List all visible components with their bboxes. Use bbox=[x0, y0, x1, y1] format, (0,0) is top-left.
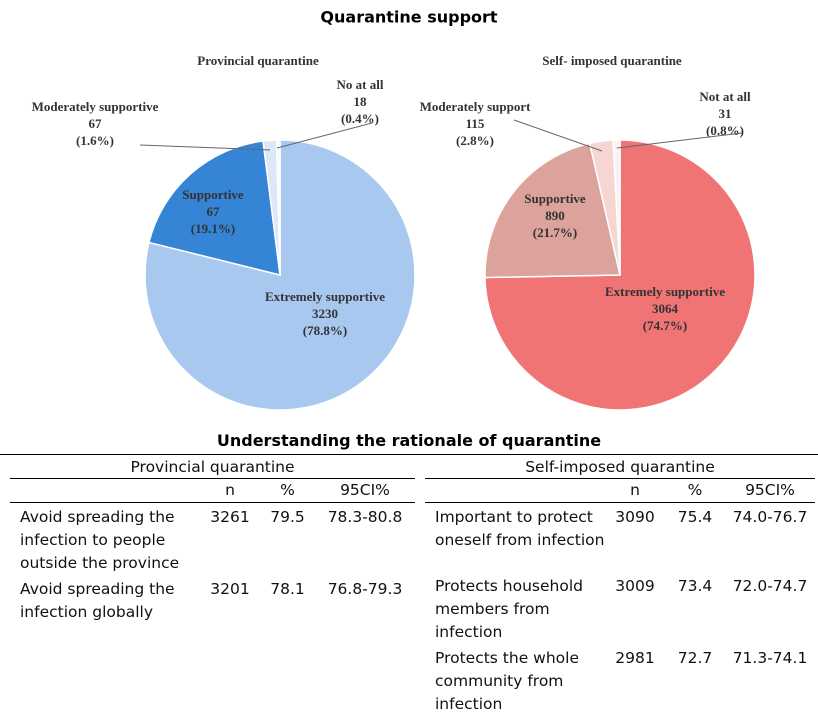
table-row: Protects household members from infectio… bbox=[425, 572, 815, 644]
row-label: Avoid spreading the infection to people … bbox=[20, 508, 180, 572]
column-header: n bbox=[200, 479, 260, 503]
slice-label: Extremely supportive bbox=[605, 284, 725, 299]
table-group: Provincial quarantine n% 95CI% Avoid spread… bbox=[10, 456, 415, 644]
slice-value-label: (0.8%) bbox=[706, 123, 744, 138]
table-row: Important to protect oneself from infect… bbox=[425, 503, 815, 572]
pie-slice bbox=[275, 139, 281, 276]
table-row: Protects the whole community from infect… bbox=[425, 644, 815, 716]
pie-title: Self- imposed quarantine bbox=[542, 53, 682, 68]
slice-count: 3230 bbox=[312, 306, 338, 321]
header-row: n% 95CI% bbox=[10, 479, 415, 503]
slice-count: 31 bbox=[719, 106, 732, 121]
slice-label: Not at all bbox=[699, 89, 751, 104]
header-cell bbox=[425, 479, 605, 503]
group-name: Self-imposed quarantine bbox=[425, 456, 815, 479]
slice-count: 115 bbox=[466, 116, 485, 131]
column-header: 95CI% bbox=[725, 479, 815, 503]
table: Understanding the rationale of quarantin… bbox=[0, 428, 818, 713]
leader-line bbox=[513, 119, 603, 152]
row-label: Protects household members from infectio… bbox=[435, 576, 583, 641]
table-cell: 3201 bbox=[210, 580, 250, 598]
slice-value-label: (78.8%) bbox=[303, 323, 347, 338]
pie-slice bbox=[148, 140, 281, 276]
table-group: Self-imposed quarantine n% 95CI% Important … bbox=[425, 456, 815, 716]
pie-title: Provincial quarantine bbox=[197, 53, 319, 68]
group-table: n% 95CI% Important to protect oneself from… bbox=[425, 479, 815, 716]
leader-line bbox=[616, 132, 743, 149]
slice-value-label: (0.4%) bbox=[341, 111, 379, 126]
header-cell bbox=[10, 479, 200, 503]
slice-count: 67 bbox=[207, 204, 221, 219]
slice-count: 67 bbox=[89, 116, 103, 131]
table-cell: 2981 bbox=[615, 648, 655, 667]
table-cell: 74.0-76.7 bbox=[732, 508, 808, 526]
row-label: Avoid spreading the infection globally bbox=[20, 580, 175, 621]
row-label: Protects the whole community from infect… bbox=[435, 648, 579, 713]
column-header: 95CI% bbox=[315, 479, 415, 503]
leader-line bbox=[139, 144, 271, 151]
pie-slice bbox=[484, 142, 621, 279]
slice-value-label: (19.1%) bbox=[191, 221, 235, 236]
slice-label: Moderately support bbox=[420, 99, 532, 114]
slice-label: Moderately supportive bbox=[32, 99, 159, 114]
group-name: Provincial quarantine bbox=[10, 456, 415, 479]
column-header: n bbox=[605, 479, 665, 503]
table-cell: 75.4 bbox=[677, 508, 713, 526]
table-cell: 72.7 bbox=[677, 648, 713, 667]
table-cell: 72.0-74.7 bbox=[732, 576, 808, 595]
column-header: % bbox=[260, 479, 315, 503]
slice-label: Supportive bbox=[182, 187, 244, 202]
slice-count: 3064 bbox=[652, 301, 679, 316]
table-cell: 3261 bbox=[210, 508, 250, 526]
table-cell: 78.3-80.8 bbox=[327, 508, 403, 526]
group-table: n% 95CI% Avoid spreading the infection to … bbox=[10, 479, 415, 644]
slice-value-label: (2.8%) bbox=[456, 133, 494, 148]
table-cell: 3009 bbox=[615, 576, 655, 595]
slice-value-label: (21.7%) bbox=[533, 225, 577, 240]
table-cell: 78.1 bbox=[270, 580, 305, 598]
row-label: Important to protect oneself from infect… bbox=[435, 508, 605, 549]
table-row: Avoid spreading the infection globally 32… bbox=[10, 575, 415, 644]
table-cell: 73.4 bbox=[677, 576, 713, 595]
slice-label: Extremely supportive bbox=[265, 289, 385, 304]
slice-value-label: (74.7%) bbox=[643, 318, 687, 333]
column-header: % bbox=[665, 479, 725, 503]
table-cell: 71.3-74.1 bbox=[732, 648, 808, 667]
table-cell: 3090 bbox=[615, 508, 655, 526]
slice-label: Supportive bbox=[524, 191, 586, 206]
main-title: Quarantine support bbox=[320, 8, 498, 27]
charts: Quarantine support Provincial quarantine… bbox=[32, 8, 756, 411]
slice-label: No at all bbox=[337, 77, 384, 92]
leader-line bbox=[276, 122, 373, 149]
table-cell: 79.5 bbox=[270, 508, 305, 526]
slice-count: 18 bbox=[354, 94, 368, 109]
pie-slice bbox=[612, 139, 621, 276]
table-row: Avoid spreading the infection to people … bbox=[10, 503, 415, 576]
table-title: Understanding the rationale of quarantin… bbox=[0, 428, 818, 455]
slice-value-label: (1.6%) bbox=[76, 133, 114, 148]
header-row: n% 95CI% bbox=[425, 479, 815, 503]
slice-count: 890 bbox=[545, 208, 565, 223]
table-cell: 76.8-79.3 bbox=[327, 580, 403, 598]
